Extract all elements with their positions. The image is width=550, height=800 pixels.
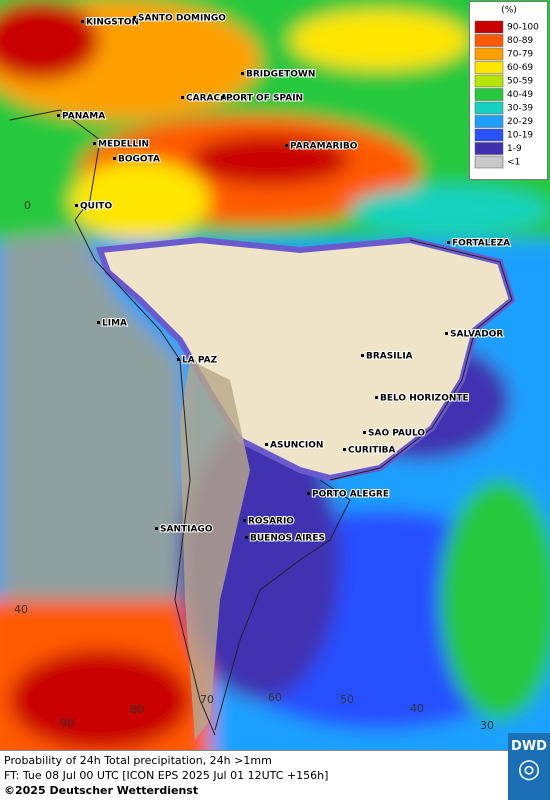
city-label: PANAMA	[62, 112, 105, 122]
city-label: SAO PAULO	[368, 429, 425, 439]
legend-label: 70-79	[507, 50, 533, 60]
logo-icon: ◎	[517, 754, 541, 784]
legend-swatch	[474, 128, 504, 142]
city-label: BELO HORIZONTE	[380, 394, 469, 404]
grid-label: 40	[410, 702, 424, 715]
legend-title: (%)	[501, 6, 517, 16]
andes	[180, 360, 250, 740]
city-marker	[343, 448, 346, 451]
city-marker	[221, 96, 224, 99]
city-label: KINGSTON	[86, 18, 139, 28]
city-label: BUENOS AIRES	[250, 534, 325, 544]
grid-label: 0	[24, 199, 31, 212]
legend-label: 90-100	[507, 23, 539, 33]
legend-label: <1	[507, 158, 520, 168]
legend-swatch	[474, 47, 504, 61]
city-marker	[133, 16, 136, 19]
city-label: BRIDGETOWN	[246, 70, 315, 80]
grid-label: 50	[340, 693, 354, 706]
legend-label: 80-89	[507, 36, 533, 46]
city-marker	[155, 527, 158, 530]
city-marker	[245, 536, 248, 539]
grid-label: 60	[268, 691, 282, 704]
city-marker	[181, 96, 184, 99]
grid-label: 40	[14, 603, 28, 616]
city-label: LIMA	[102, 319, 127, 329]
legend-label: 1-9	[507, 144, 522, 154]
city-label: PORTO ALEGRE	[312, 490, 389, 500]
legend-swatch	[474, 155, 504, 169]
city-label: LA PAZ	[182, 356, 218, 366]
city-marker	[363, 431, 366, 434]
footer-line: Probability of 24h Total precipitation, …	[4, 754, 272, 767]
city-label: SANTIAGO	[160, 525, 213, 535]
city-marker	[97, 321, 100, 324]
grid-label: 70	[200, 693, 214, 706]
city-marker	[375, 396, 378, 399]
city-marker	[113, 157, 116, 160]
legend: (%) 90-100 80-89 70-79 60-69 50-59 40-49 30-39…	[469, 1, 548, 180]
city-label: FORTALEZA	[452, 239, 510, 249]
city-marker	[241, 72, 244, 75]
city-label: SANTO DOMINGO	[138, 14, 226, 24]
legend-label: 40-49	[507, 90, 533, 100]
city-marker	[361, 354, 364, 357]
city-marker	[307, 492, 310, 495]
logo: DWD ◎	[508, 733, 550, 800]
copyright: ©2025 Deutscher Wetterdienst	[4, 784, 199, 797]
legend-swatch	[474, 74, 504, 88]
legend-swatch	[474, 34, 504, 47]
city-marker	[445, 332, 448, 335]
city-label: BOGOTA	[118, 155, 160, 165]
legend-swatch	[474, 88, 504, 101]
legend-label: 50-59	[507, 77, 533, 87]
legend-swatch	[474, 115, 504, 128]
city-marker	[81, 20, 84, 23]
city-label: PARAMARIBO	[290, 142, 358, 152]
grid-label: 90	[60, 717, 74, 730]
city-label: PORT OF SPAIN	[226, 94, 303, 104]
grid-label: 30	[480, 719, 494, 732]
city-label: BRASILIA	[366, 352, 413, 362]
city-marker	[177, 358, 180, 361]
coastline	[9, 109, 513, 736]
city-label: MEDELLIN	[98, 140, 149, 150]
city-marker	[243, 519, 246, 522]
legend-label: 20-29	[507, 117, 533, 127]
legend-swatch	[474, 142, 504, 155]
city-marker	[75, 204, 78, 207]
logo-text: DWD	[511, 739, 547, 754]
city-label: ASUNCION	[270, 441, 323, 451]
precip-field	[0, 0, 550, 750]
legend-label: 10-19	[507, 131, 533, 141]
footer-line: FT: Tue 08 Jul 00 UTC [ICON EPS 2025 Jul…	[4, 769, 329, 782]
city-marker	[285, 144, 288, 147]
city-marker	[57, 114, 60, 117]
city-marker	[93, 142, 96, 145]
city-label: ROSARIO	[248, 517, 294, 527]
grid-label: 80	[130, 703, 144, 716]
city-label: SALVADOR	[450, 330, 503, 340]
city-label: QUITO	[80, 202, 112, 212]
city-marker	[265, 443, 268, 446]
city-label: CARACAS	[186, 94, 234, 104]
footer: Probability of 24h Total precipitation, …	[0, 750, 508, 800]
legend-swatch	[474, 101, 504, 115]
city-marker	[447, 241, 450, 244]
legend-swatch	[474, 20, 504, 34]
legend-label: 60-69	[507, 63, 533, 73]
legend-label: 30-39	[507, 104, 533, 114]
legend-swatch	[474, 61, 504, 74]
city-label: CURITIBA	[348, 446, 396, 456]
